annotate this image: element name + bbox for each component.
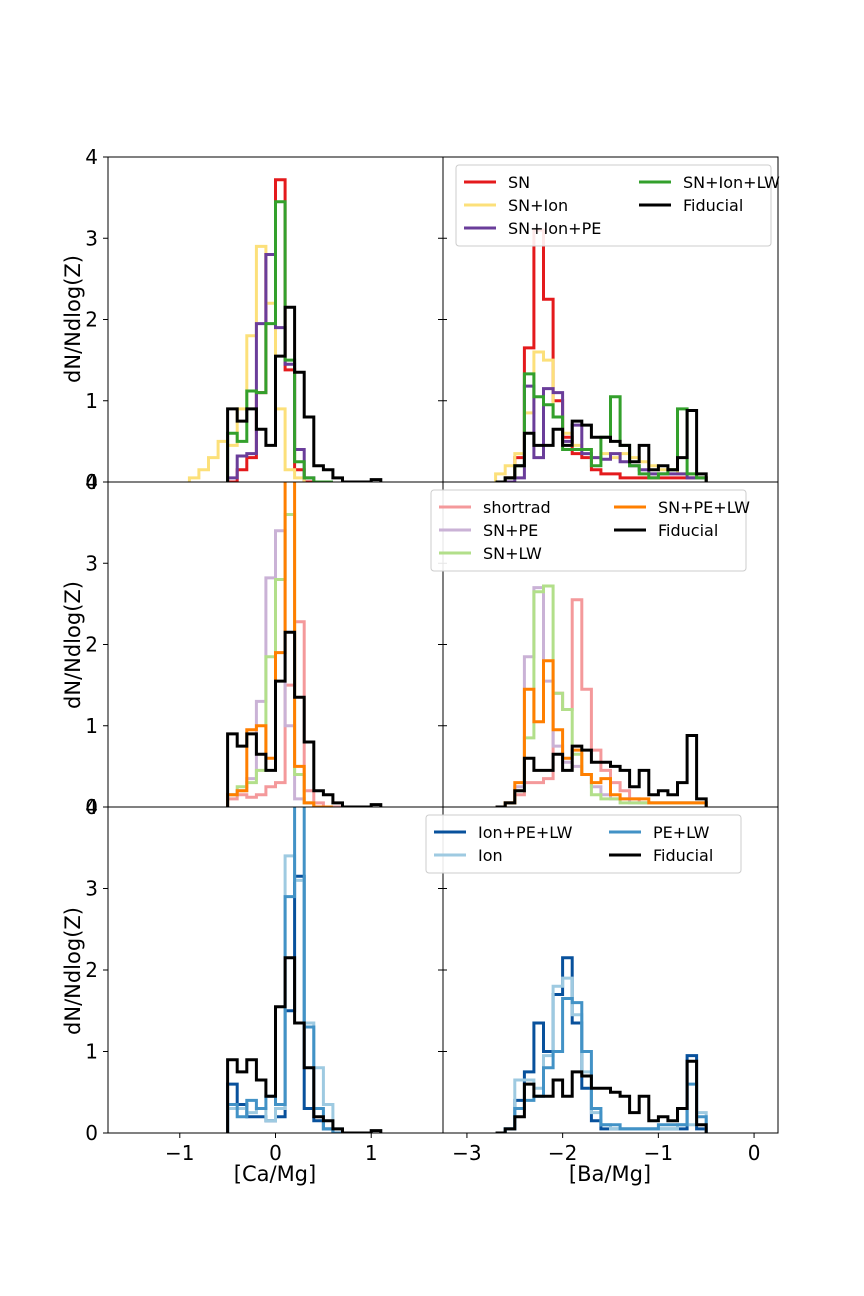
- ytick-label: 3: [85, 551, 98, 575]
- ytick-label: 4: [85, 145, 98, 169]
- series-fiducial: [226, 956, 383, 1133]
- xtick-label: 0: [269, 1141, 282, 1165]
- series-shortrad: [226, 620, 343, 807]
- series-sn-pe-lw: [495, 659, 708, 807]
- ytick-label: 2: [85, 958, 98, 982]
- legend-label: Ion: [478, 846, 503, 865]
- panel-row3-right: −3 −2 −1 0 Ion+PE+LW Ion PE+LW Fiducial: [425, 806, 779, 1165]
- series-sn: [495, 228, 708, 482]
- legend-label: Fiducial: [683, 196, 743, 215]
- legend-frame: [455, 164, 772, 247]
- series-sn-ion-lw: [226, 200, 333, 482]
- series-group: [226, 807, 383, 1133]
- legend-label: SN+Ion: [508, 196, 568, 215]
- panels-layer: 0 1 2 3 4 SN SN+Ion SN+Ion+PE SN+Ion+LW Fiducial 0…: [85, 145, 780, 1165]
- legend-label: SN+PE: [483, 521, 538, 540]
- series-group: [187, 178, 383, 482]
- xtick-label: −3: [452, 1141, 481, 1165]
- legend-frame: [425, 814, 742, 874]
- ytick-label: 1: [85, 389, 98, 413]
- panel-row2-right: shortrad SN+PE SN+LW SN+PE+LW Fiducial: [430, 481, 779, 808]
- panel-row3-left: 0 1 2 3 4 −1 0 1: [85, 795, 444, 1165]
- panel-row1-right: SN SN+Ion SN+Ion+PE SN+Ion+LW Fiducial: [438, 156, 780, 483]
- xtick-label: −1: [165, 1141, 194, 1165]
- series-group: [494, 228, 708, 482]
- ytick-label: 0: [85, 1121, 98, 1145]
- xtick-label: −1: [644, 1141, 673, 1165]
- series-group: [226, 482, 383, 807]
- legend-label: Ion+PE+LW: [478, 823, 573, 842]
- ytick-label: 4: [85, 470, 98, 494]
- legend: shortrad SN+PE SN+LW SN+PE+LW Fiducial: [430, 489, 750, 572]
- legend-frame: [430, 489, 747, 572]
- xtick-label: 1: [365, 1141, 378, 1165]
- legend-label: shortrad: [483, 498, 551, 517]
- xlabel-left: [Ca/Mg]: [234, 1162, 316, 1186]
- series-fiducial: [495, 734, 708, 807]
- xtick-label: −2: [548, 1141, 577, 1165]
- series-pe-lw: [226, 807, 343, 1133]
- ylabel-row1: dN/Ndlog(Z): [61, 255, 85, 383]
- legend-label: SN+PE+LW: [658, 498, 750, 517]
- ylabel-row3: dN/Ndlog(Z): [61, 907, 85, 1035]
- legend: SN SN+Ion SN+Ion+PE SN+Ion+LW Fiducial: [455, 164, 780, 247]
- ytick-label: 0: [85, 795, 98, 819]
- series-sn-ion: [187, 244, 306, 482]
- legend-label: SN+Ion+LW: [683, 173, 780, 192]
- xtick-label: 0: [748, 1141, 761, 1165]
- ytick-label: 1: [85, 714, 98, 738]
- series-fiducial: [495, 1059, 708, 1133]
- ytick-label: 4: [85, 795, 98, 819]
- series-fiducial: [495, 409, 708, 482]
- ytick-label: 0: [85, 470, 98, 494]
- ytick-label: 3: [85, 877, 98, 901]
- xlabel-right: [Ba/Mg]: [569, 1162, 651, 1186]
- legend-label: Fiducial: [653, 846, 713, 865]
- ytick-label: 1: [85, 1040, 98, 1064]
- legend-label: SN+Ion+PE: [508, 219, 601, 238]
- series-pe-lw: [495, 997, 708, 1133]
- ylabel-row2: dN/Ndlog(Z): [61, 581, 85, 709]
- legend-label: SN+LW: [483, 544, 542, 563]
- ytick-label: 3: [85, 226, 98, 250]
- ytick-label: 2: [85, 633, 98, 657]
- series-fiducial: [226, 630, 383, 807]
- legend-label: Fiducial: [658, 521, 718, 540]
- series-group: [495, 584, 708, 807]
- series-group: [495, 956, 708, 1133]
- legend-label: PE+LW: [653, 823, 710, 842]
- legend: Ion+PE+LW Ion PE+LW Fiducial: [425, 814, 742, 874]
- series-fiducial: [226, 305, 383, 482]
- panel-row1-left: 0 1 2 3 4: [85, 145, 444, 494]
- ytick-label: 2: [85, 308, 98, 332]
- legend-label: SN: [508, 173, 530, 192]
